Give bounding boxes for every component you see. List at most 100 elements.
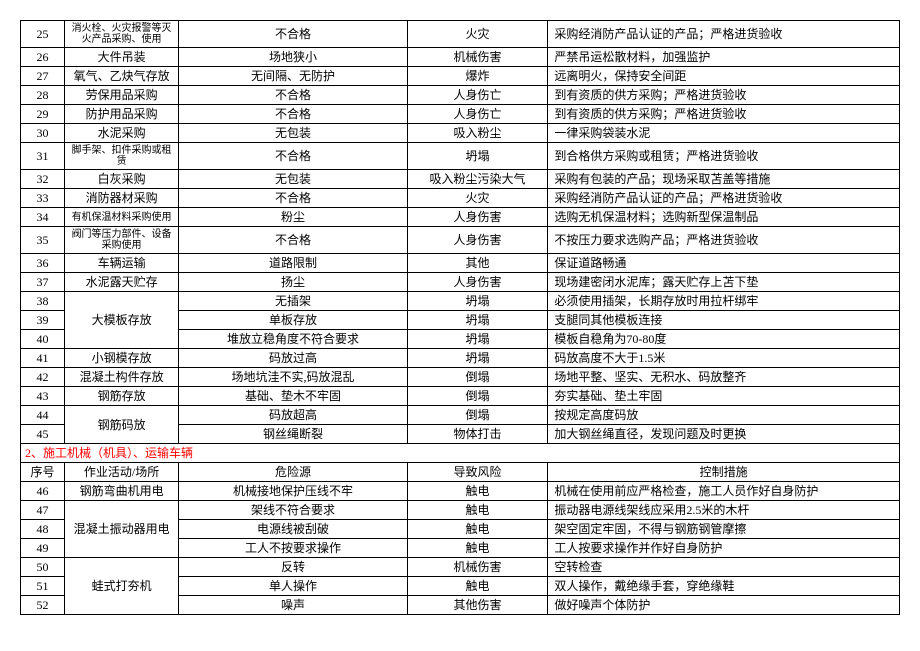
table-cell: 35 xyxy=(21,227,65,254)
table-cell: 蛙式打夯机 xyxy=(64,558,178,615)
table-row: 36车辆运输道路限制其他保证道路畅通 xyxy=(21,254,900,273)
table-cell: 34 xyxy=(21,208,65,227)
table-cell: 倒塌 xyxy=(407,387,548,406)
table-cell: 触电 xyxy=(407,501,548,520)
table-cell: 其他 xyxy=(407,254,548,273)
table-cell: 大模板存放 xyxy=(64,292,178,349)
table-cell: 机械伤害 xyxy=(407,558,548,577)
table-cell: 火灾 xyxy=(407,189,548,208)
table-cell: 40 xyxy=(21,330,65,349)
table-cell: 严禁吊运松散材料，加强监护 xyxy=(548,48,900,67)
table-cell: 触电 xyxy=(407,482,548,501)
table-row: 44钢筋码放码放超高倒塌按规定高度码放 xyxy=(21,406,900,425)
table-cell: 导致风险 xyxy=(407,463,548,482)
table-cell: 坍塌 xyxy=(407,349,548,368)
table-cell: 无包装 xyxy=(179,170,408,189)
table-cell: 模板自稳角为70-80度 xyxy=(548,330,900,349)
table-cell: 白灰采购 xyxy=(64,170,178,189)
table-cell: 人身伤害 xyxy=(407,227,548,254)
table-cell: 防护用品采购 xyxy=(64,105,178,124)
table-cell: 码放过高 xyxy=(179,349,408,368)
table-cell: 坍塌 xyxy=(407,311,548,330)
table-cell: 倒塌 xyxy=(407,368,548,387)
table-cell: 单人操作 xyxy=(179,577,408,596)
table-cell: 钢筋弯曲机用电 xyxy=(64,482,178,501)
table-row: 38大模板存放无插架坍塌必须使用插架，长期存放时用拉杆绑牢 xyxy=(21,292,900,311)
table-cell: 夯实基础、垫土牢固 xyxy=(548,387,900,406)
table-cell: 大件吊装 xyxy=(64,48,178,67)
table-cell: 2、施工机械（机具）、运输车辆 xyxy=(21,444,900,463)
table-cell: 44 xyxy=(21,406,65,425)
table-cell: 不按压力要求选购产品；严格进货验收 xyxy=(548,227,900,254)
table-cell: 阀门等压力部件、设备采购使用 xyxy=(64,227,178,254)
table-cell: 码放超高 xyxy=(179,406,408,425)
table-cell: 31 xyxy=(21,143,65,170)
table-cell: 坍塌 xyxy=(407,292,548,311)
table-cell: 消火栓、火灾报警等灭火产品采购、使用 xyxy=(64,21,178,48)
table-row: 41小钢模存放码放过高坍塌码放高度不大于1.5米 xyxy=(21,349,900,368)
table-cell: 30 xyxy=(21,124,65,143)
table-cell: 架空固定牢固，不得与钢筋钢管摩擦 xyxy=(548,520,900,539)
table-row: 31脚手架、扣件采购或租赁不合格坍塌到合格供方采购或租赁；严格进货验收 xyxy=(21,143,900,170)
table-cell: 不合格 xyxy=(179,143,408,170)
table-cell: 粉尘 xyxy=(179,208,408,227)
table-row: 33消防器材采购不合格火灾采购经消防产品认证的产品；严格进货验收 xyxy=(21,189,900,208)
table-cell: 不合格 xyxy=(179,86,408,105)
table-cell: 场地狭小 xyxy=(179,48,408,67)
table-row: 30水泥采购无包装吸入粉尘一律采购袋装水泥 xyxy=(21,124,900,143)
table-cell: 选购无机保温材料；选购新型保温制品 xyxy=(548,208,900,227)
table-cell: 无包装 xyxy=(179,124,408,143)
table-cell: 42 xyxy=(21,368,65,387)
table-cell: 吸入粉尘污染大气 xyxy=(407,170,548,189)
table-cell: 危险源 xyxy=(179,463,408,482)
table-cell: 倒塌 xyxy=(407,406,548,425)
table-cell: 46 xyxy=(21,482,65,501)
table-cell: 43 xyxy=(21,387,65,406)
table-cell: 钢筋存放 xyxy=(64,387,178,406)
table-row: 32白灰采购无包装吸入粉尘污染大气采购有包装的产品；现场采取苫盖等措施 xyxy=(21,170,900,189)
table-cell: 45 xyxy=(21,425,65,444)
table-cell: 36 xyxy=(21,254,65,273)
table-cell: 有机保温材料采购使用 xyxy=(64,208,178,227)
table-cell: 必须使用插架，长期存放时用拉杆绑牢 xyxy=(548,292,900,311)
table-cell: 基础、垫木不牢固 xyxy=(179,387,408,406)
table-cell: 堆放立稳角度不符合要求 xyxy=(179,330,408,349)
table-cell: 坍塌 xyxy=(407,330,548,349)
table-cell: 消防器材采购 xyxy=(64,189,178,208)
table-row: 37水泥露天贮存扬尘人身伤害现场建密闭水泥库；露天贮存上苫下垫 xyxy=(21,273,900,292)
table-cell: 工人不按要求操作 xyxy=(179,539,408,558)
table-cell: 到有资质的供方采购；严格进货验收 xyxy=(548,86,900,105)
table-row: 47混凝土振动器用电架线不符合要求触电振动器电源线架线应采用2.5米的木杆 xyxy=(21,501,900,520)
table-cell: 加大钢丝绳直径，发现问题及时更换 xyxy=(548,425,900,444)
table-cell: 不合格 xyxy=(179,21,408,48)
table-cell: 其他伤害 xyxy=(407,596,548,615)
table-cell: 触电 xyxy=(407,539,548,558)
table-cell: 远离明火，保持安全间距 xyxy=(548,67,900,86)
table-cell: 52 xyxy=(21,596,65,615)
table-cell: 29 xyxy=(21,105,65,124)
table-cell: 一律采购袋装水泥 xyxy=(548,124,900,143)
table-cell: 37 xyxy=(21,273,65,292)
table-cell: 工人按要求操作并作好自身防护 xyxy=(548,539,900,558)
table-cell: 41 xyxy=(21,349,65,368)
table-cell: 单板存放 xyxy=(179,311,408,330)
table-cell: 序号 xyxy=(21,463,65,482)
table-cell: 50 xyxy=(21,558,65,577)
table-cell: 场地坑洼不实,码放混乱 xyxy=(179,368,408,387)
table-cell: 坍塌 xyxy=(407,143,548,170)
table-cell: 劳保用品采购 xyxy=(64,86,178,105)
table-cell: 爆炸 xyxy=(407,67,548,86)
table-row: 35阀门等压力部件、设备采购使用不合格人身伤害不按压力要求选购产品；严格进货验收 xyxy=(21,227,900,254)
table-cell: 支腿同其他模板连接 xyxy=(548,311,900,330)
table-cell: 人身伤害 xyxy=(407,273,548,292)
table-cell: 无插架 xyxy=(179,292,408,311)
table-cell: 双人操作，戴绝缘手套，穿绝缘鞋 xyxy=(548,577,900,596)
table-cell: 39 xyxy=(21,311,65,330)
table-cell: 28 xyxy=(21,86,65,105)
table-cell: 51 xyxy=(21,577,65,596)
table-cell: 无间隔、无防护 xyxy=(179,67,408,86)
table-cell: 吸入粉尘 xyxy=(407,124,548,143)
table-row: 27氧气、乙炔气存放无间隔、无防护爆炸远离明火，保持安全间距 xyxy=(21,67,900,86)
table-cell: 到合格供方采购或租赁；严格进货验收 xyxy=(548,143,900,170)
table-cell: 不合格 xyxy=(179,105,408,124)
